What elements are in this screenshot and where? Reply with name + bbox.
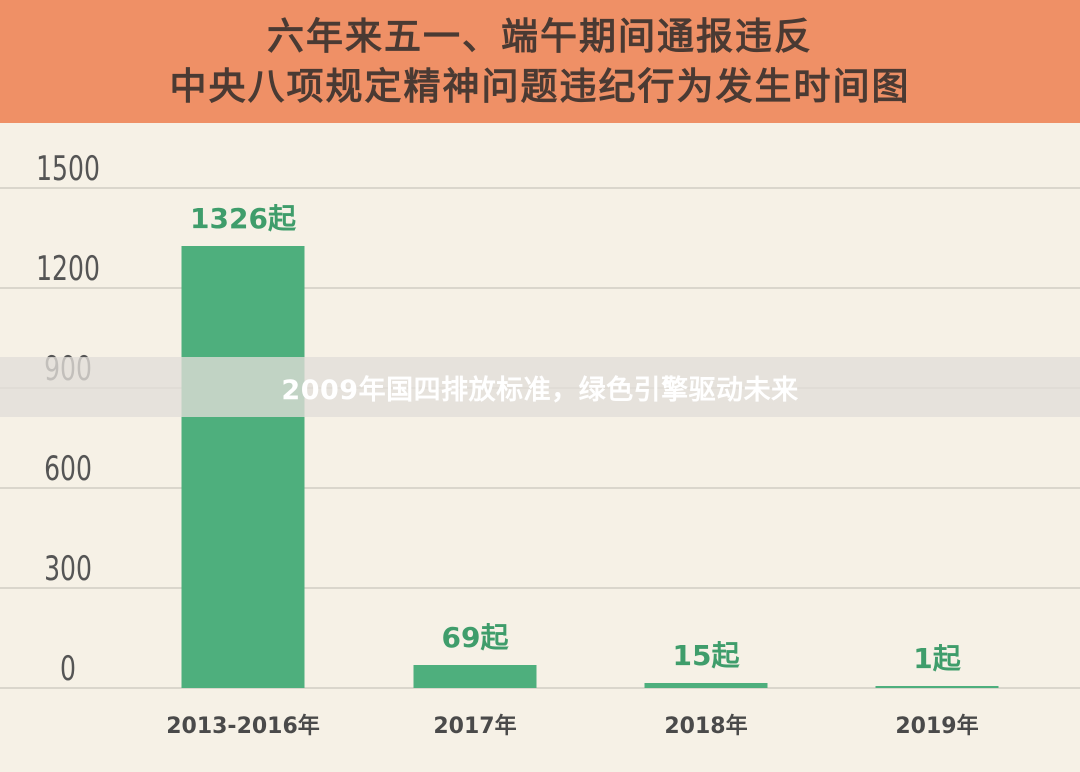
- chart-header: 六年来五一、端午期间通报违反 中央八项规定精神问题违纪行为发生时间图: [0, 0, 1080, 123]
- data-label: 69起: [442, 621, 510, 654]
- data-label: 15起: [673, 639, 741, 672]
- data-label: 1326起: [190, 202, 297, 235]
- x-tick-label: 2018年: [664, 713, 747, 739]
- bar-0: [181, 246, 305, 688]
- y-tick-label: 300: [44, 549, 92, 588]
- y-tick-label: 1500: [36, 149, 100, 188]
- y-tick-label: 0: [60, 649, 76, 688]
- x-tick-label: 2017年: [433, 713, 516, 739]
- y-tick-label: 600: [44, 449, 92, 488]
- x-tick-label: 2019年: [895, 713, 978, 739]
- overlay-banner-text: 2009年国四排放标准，绿色引擎驱动未来: [281, 374, 799, 406]
- bar-3: [875, 686, 999, 688]
- chart-title-line-2: 中央八项规定精神问题违纪行为发生时间图: [169, 64, 911, 108]
- y-tick-label: 1200: [36, 249, 100, 288]
- x-tick-label: 2013-2016年: [166, 713, 320, 739]
- overlay-banner: 2009年国四排放标准，绿色引擎驱动未来: [0, 357, 1080, 417]
- bar-1: [413, 665, 537, 688]
- bar-2: [644, 683, 768, 688]
- chart-title-line-1: 六年来五一、端午期间通报违反: [267, 14, 813, 58]
- data-label: 1起: [913, 642, 961, 675]
